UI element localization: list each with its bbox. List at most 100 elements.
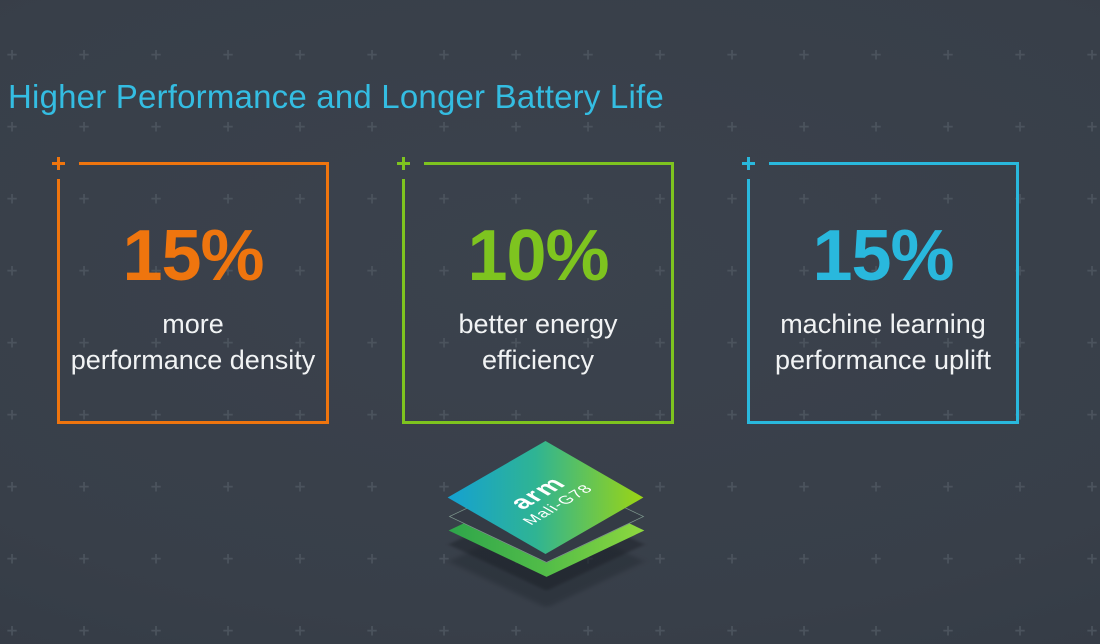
- background-plus-mark: +: [293, 189, 307, 208]
- background-plus-mark: +: [797, 477, 811, 496]
- background-plus-mark: +: [365, 117, 379, 136]
- background-plus-mark: +: [221, 189, 235, 208]
- background-plus-mark: +: [653, 261, 667, 280]
- background-plus-mark: +: [437, 405, 451, 424]
- background-plus-mark: +: [221, 477, 235, 496]
- stat-value: 15%: [812, 216, 954, 296]
- background-plus-mark: +: [653, 189, 667, 208]
- background-plus-mark: +: [149, 117, 163, 136]
- background-plus-mark: +: [797, 189, 811, 208]
- background-plus-mark: +: [437, 549, 451, 568]
- background-plus-mark: +: [509, 189, 523, 208]
- background-plus-mark: +: [437, 189, 451, 208]
- background-plus-mark: +: [149, 405, 163, 424]
- background-plus-mark: +: [725, 45, 739, 64]
- background-plus-mark: +: [869, 477, 883, 496]
- stat-value: 10%: [467, 216, 609, 296]
- background-plus-mark: +: [1085, 405, 1099, 424]
- card-border-bottom: [747, 421, 1019, 424]
- background-plus-mark: +: [365, 405, 379, 424]
- background-plus-mark: +: [5, 405, 19, 424]
- background-plus-mark: +: [437, 477, 451, 496]
- background-plus-mark: +: [797, 45, 811, 64]
- background-plus-mark: +: [725, 333, 739, 352]
- background-plus-mark: +: [725, 117, 739, 136]
- card-border-left: [57, 179, 60, 424]
- background-plus-mark: +: [1013, 45, 1027, 64]
- card-border-right: [326, 162, 329, 424]
- background-plus-mark: +: [5, 621, 19, 640]
- card-border-left: [402, 179, 405, 424]
- background-plus-mark: +: [149, 189, 163, 208]
- card-border-bottom: [57, 421, 329, 424]
- background-plus-mark: +: [653, 117, 667, 136]
- background-plus-mark: +: [653, 45, 667, 64]
- background-plus-mark: +: [509, 333, 523, 352]
- background-plus-mark: +: [653, 621, 667, 640]
- background-plus-mark: +: [941, 261, 955, 280]
- background-plus-mark: +: [941, 333, 955, 352]
- stat-card-performance-density: 15% more performance density: [52, 157, 329, 424]
- background-plus-mark: +: [221, 261, 235, 280]
- background-plus-mark: +: [221, 333, 235, 352]
- background-plus-mark: +: [725, 477, 739, 496]
- background-plus-mark: +: [509, 261, 523, 280]
- stat-label-line1: better energy: [458, 309, 618, 339]
- background-plus-mark: +: [293, 261, 307, 280]
- background-plus-mark: +: [149, 549, 163, 568]
- background-plus-mark: +: [869, 117, 883, 136]
- background-plus-mark: +: [365, 621, 379, 640]
- background-plus-mark: +: [77, 333, 91, 352]
- background-plus-mark: +: [77, 477, 91, 496]
- background-plus-mark: +: [1085, 477, 1099, 496]
- background-plus-mark: +: [509, 405, 523, 424]
- stat-label-line1: machine learning: [780, 309, 986, 339]
- card-border-right: [1016, 162, 1019, 424]
- background-plus-mark: +: [941, 549, 955, 568]
- background-plus-mark: +: [437, 333, 451, 352]
- background-plus-mark: +: [797, 621, 811, 640]
- background-plus-mark: +: [797, 261, 811, 280]
- background-plus-mark: +: [941, 117, 955, 136]
- background-plus-mark: +: [941, 621, 955, 640]
- background-plus-mark: +: [365, 333, 379, 352]
- background-plus-mark: +: [365, 549, 379, 568]
- background-plus-mark: +: [365, 45, 379, 64]
- card-border-left: [747, 179, 750, 424]
- background-plus-mark: +: [77, 621, 91, 640]
- background-plus-mark: +: [293, 117, 307, 136]
- background-plus-mark: +: [293, 333, 307, 352]
- background-plus-mark: +: [293, 45, 307, 64]
- background-plus-mark: +: [77, 117, 91, 136]
- background-plus-mark: +: [509, 117, 523, 136]
- stat-label: machine learning performance uplift: [747, 306, 1019, 378]
- background-plus-mark: +: [941, 189, 955, 208]
- background-plus-mark: +: [725, 261, 739, 280]
- card-border-top: [424, 162, 674, 165]
- background-plus-mark: +: [365, 477, 379, 496]
- background-plus-mark: +: [1085, 549, 1099, 568]
- background-plus-mark: +: [149, 333, 163, 352]
- background-plus-mark: +: [725, 189, 739, 208]
- background-plus-mark: +: [653, 333, 667, 352]
- card-border-top: [769, 162, 1019, 165]
- background-plus-mark: +: [221, 45, 235, 64]
- background-plus-mark: +: [221, 549, 235, 568]
- background-plus-mark: +: [725, 405, 739, 424]
- background-plus-mark: +: [653, 477, 667, 496]
- background-plus-mark: +: [1013, 477, 1027, 496]
- background-plus-mark: +: [869, 45, 883, 64]
- card-border-bottom: [402, 421, 674, 424]
- stat-label: more performance density: [57, 306, 329, 378]
- background-plus-mark: +: [293, 549, 307, 568]
- background-plus-mark: +: [725, 621, 739, 640]
- background-plus-mark: +: [77, 261, 91, 280]
- background-plus-mark: +: [941, 405, 955, 424]
- background-plus-mark: +: [437, 261, 451, 280]
- background-plus-mark: +: [581, 45, 595, 64]
- background-plus-mark: +: [1013, 117, 1027, 136]
- background-plus-mark: +: [581, 333, 595, 352]
- background-plus-mark: +: [5, 45, 19, 64]
- background-plus-mark: +: [581, 621, 595, 640]
